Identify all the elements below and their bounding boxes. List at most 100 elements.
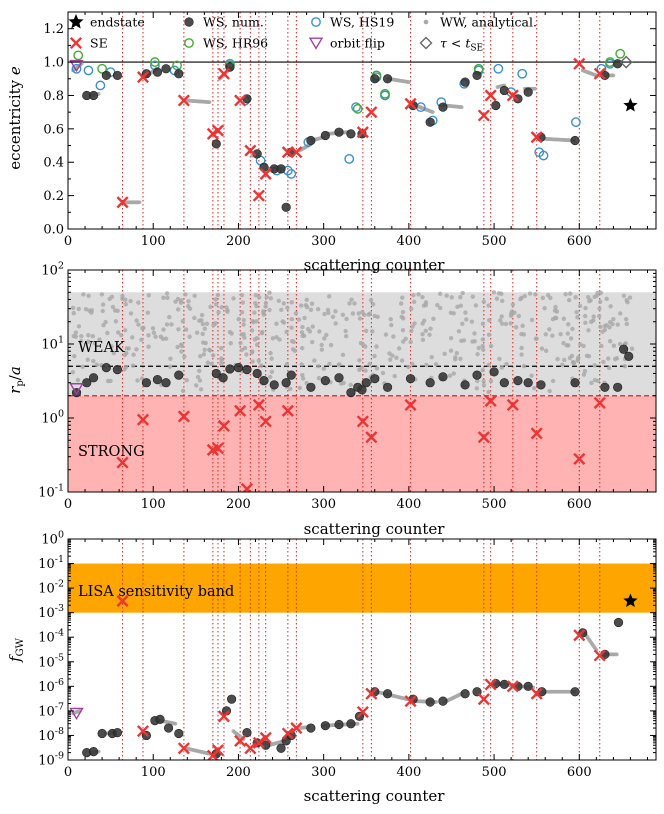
se-pt-15-b: [484, 394, 497, 407]
xtick-label-1: 100: [141, 497, 166, 512]
ws-num-pt-39: [600, 382, 610, 392]
ww-cloud-pt-326: [107, 296, 112, 302]
ww-cloud-pt-259: [240, 300, 246, 305]
ww-cloud-pt-415: [225, 308, 230, 313]
ww-cloud-pt-429: [249, 350, 255, 355]
se-pt-16: [484, 678, 497, 691]
band-label-lisa: LISA sensitivity band: [78, 584, 234, 600]
ytick-label-base: 10: [38, 754, 55, 769]
ww-cloud-pt-314: [400, 316, 406, 321]
ytick-label-base: 10: [41, 338, 58, 353]
ww-cloud-pt-482: [611, 343, 617, 348]
ww-cloud-pt-349: [521, 363, 527, 369]
ws-num-pt-16: [276, 743, 286, 753]
ws-num-pt-15: [281, 202, 291, 212]
ws-num-pt-32: [472, 370, 482, 380]
ws-num-pt-26: [370, 374, 380, 384]
ww-cloud-pt-140: [366, 312, 371, 317]
se-pt-5-b: [217, 710, 230, 723]
ww-cloud-pt-187: [319, 347, 325, 352]
ww-cloud-pt-305: [454, 350, 460, 356]
ww-cloud-pt-435: [202, 347, 207, 352]
ww-cloud-pt-83: [131, 352, 136, 357]
ww-cloud-pt-391: [400, 327, 406, 333]
ww-cloud-pt-531: [78, 339, 84, 344]
ws-num-pt-37: [536, 380, 546, 390]
ww-cloud-pt-452: [564, 343, 569, 348]
ws-num-pt-12: [233, 362, 244, 373]
ww-cloud-pt-265: [597, 313, 602, 319]
legend-label-ws_hs19: WS, HS19: [330, 15, 394, 30]
ws-hr96-pt-7: [380, 88, 390, 99]
ww-cloud-pt-271: [213, 297, 218, 302]
se-pt-11-b: [356, 415, 369, 428]
ws-num-pt-42: [624, 351, 634, 361]
legend-entry-ws_hs19: WS, HS19: [311, 15, 394, 30]
se-pt-1-b: [136, 71, 150, 84]
ww-cloud-pt-227: [203, 340, 208, 346]
ww-cloud-pt-154: [325, 307, 331, 313]
ww-cloud-pt-538: [600, 329, 605, 334]
se-pt-19: [573, 629, 586, 642]
ww-cloud-pt-217: [543, 332, 548, 337]
ww-cloud-pt-96: [553, 304, 558, 310]
ww-cloud-pt-51: [427, 332, 432, 337]
se-pt-13-b: [404, 398, 417, 412]
ws-num-pt-3: [101, 362, 111, 373]
ww-cloud-pt-399: [516, 313, 522, 319]
ytick-label-8: 10-1: [38, 554, 64, 572]
se-pt-18: [573, 452, 586, 465]
ww-cloud-pt-243: [410, 361, 415, 367]
se-pt-4: [211, 744, 225, 757]
ww-cloud-pt-261: [435, 302, 440, 308]
ytick-label-exp: -3: [55, 603, 64, 614]
ww-cloud-pt-359: [94, 362, 100, 368]
ww-cloud-pt-15: [581, 343, 586, 349]
ww-cloud-pt-358: [488, 343, 494, 349]
ww-cloud-pt-10: [555, 356, 560, 362]
ww-cloud-pt-16: [621, 293, 627, 299]
ww-cloud-pt-519: [423, 328, 429, 333]
ws-hr96-pt-2: [150, 57, 160, 67]
se-pt-12-b: [365, 431, 378, 444]
se-pt-16: [484, 89, 497, 102]
ww-cloud-pt-7: [622, 363, 627, 369]
ww-cloud-pt-330: [198, 387, 204, 392]
ww-cloud-pt-378: [458, 303, 463, 308]
ww-cloud-pt-95: [481, 382, 487, 388]
ww-cloud-pt-311: [400, 309, 406, 315]
ww-cloud-pt-240: [239, 292, 245, 298]
ww-cloud-pt-466: [416, 292, 421, 297]
ww-cloud-pt-521: [460, 290, 465, 296]
ww-cloud-pt-151: [199, 312, 205, 318]
se-pt-4: [211, 442, 225, 455]
ww-cloud-pt-185: [475, 352, 480, 357]
ww-cloud-pt-119: [472, 331, 477, 336]
ww-cloud-pt-186: [134, 318, 139, 323]
ww-cloud-pt-479: [575, 358, 580, 363]
ww-cloud-pt-553: [324, 332, 329, 338]
legend-marker-ws_hr96: [184, 38, 194, 48]
ww-cloud-pt-0: [123, 302, 128, 307]
ww-cloud-pt-491: [574, 309, 579, 315]
ww-cloud-pt-257: [428, 326, 433, 331]
se-pt-7-b: [242, 482, 254, 492]
ws-num-pt-25: [361, 378, 371, 388]
se-pt-5: [217, 710, 230, 723]
ylabel-rp-sub: p: [15, 380, 26, 386]
ww-cloud-pt-107: [103, 319, 108, 325]
ylabel-rp-a: a: [6, 366, 24, 375]
ww-cloud-pt-297: [604, 296, 609, 302]
se-pt-5-b: [217, 67, 230, 80]
ww-cloud-pt-272: [591, 318, 596, 323]
xtick-label-6: 600: [567, 765, 592, 780]
ws-num-pt-18: [286, 370, 296, 380]
ww-cloud-pt-73: [499, 314, 504, 319]
ww-cloud-pt-235: [252, 337, 258, 342]
ww-cloud-pt-196: [448, 348, 454, 353]
ww-cloud-pt-204: [589, 380, 594, 386]
ww-cloud-pt-268: [231, 296, 236, 301]
ytick-label-base: 10: [38, 680, 55, 695]
ww-cloud-pt-247: [253, 293, 258, 298]
ytick-label-base: 10: [41, 264, 58, 279]
